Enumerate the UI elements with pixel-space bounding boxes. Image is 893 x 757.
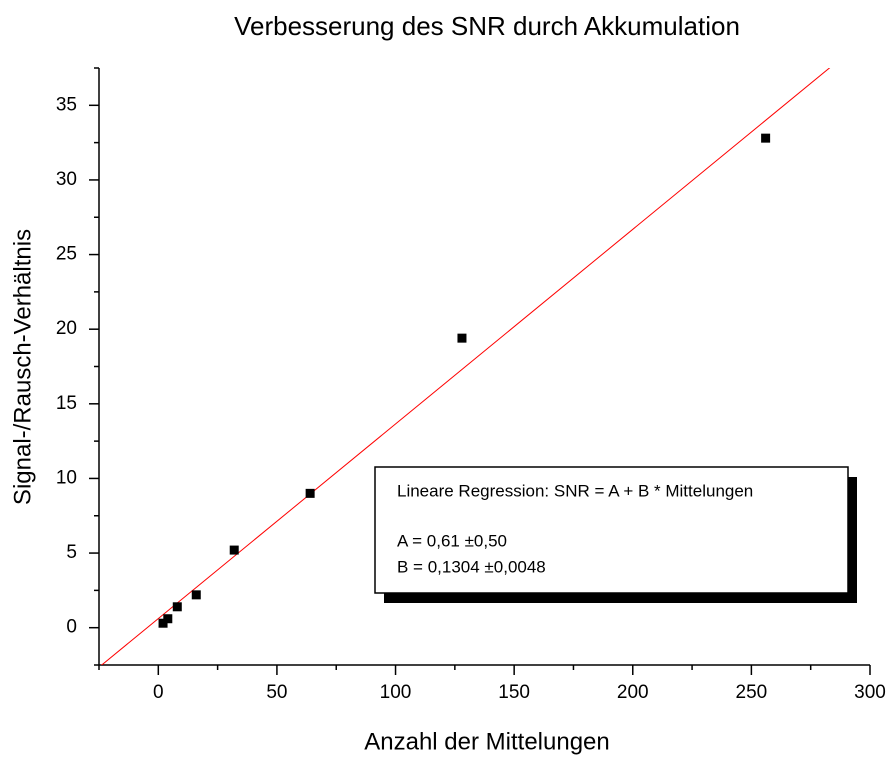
data-point [158,618,168,628]
data-point [191,590,201,600]
y-tick-label: 30 [56,169,77,190]
data-point [305,488,315,498]
x-tick-label: 150 [498,682,530,703]
x-tick-label: 50 [266,682,287,703]
x-tick-label: 250 [736,682,768,703]
y-tick-label: 10 [56,467,77,488]
regression-line [100,68,831,665]
y-tick-label: 25 [56,244,77,265]
x-tick-label: 0 [153,682,164,703]
chart-title: Verbesserung des SNR durch Akkumulation [234,11,740,41]
data-point [761,133,771,143]
y-tick-label: 5 [66,542,77,563]
annotation-box [374,466,849,594]
y-tick-label: 35 [56,94,77,115]
plot-area [100,68,831,665]
x-tick-label: 100 [380,682,412,703]
x-tick-label: 300 [854,682,886,703]
data-point [457,333,467,343]
x-tick-label: 200 [617,682,649,703]
data-point [229,545,239,555]
y-tick-label: 15 [56,393,77,414]
data-point [172,602,182,612]
annotation-text: B = 0,1304 ±0,0048 [397,557,546,576]
data-point [163,614,173,624]
y-tick-label: 20 [56,318,77,339]
annotation-text: A = 0,61 ±0,50 [397,531,507,550]
annotation-text: Lineare Regression: SNR = A + B * Mittel… [397,481,753,500]
x-axis-label: Anzahl der Mittelungen [364,728,609,755]
y-tick-label: 0 [66,617,77,638]
y-axis-label: Signal-/Rausch-Verhältnis [9,229,36,505]
